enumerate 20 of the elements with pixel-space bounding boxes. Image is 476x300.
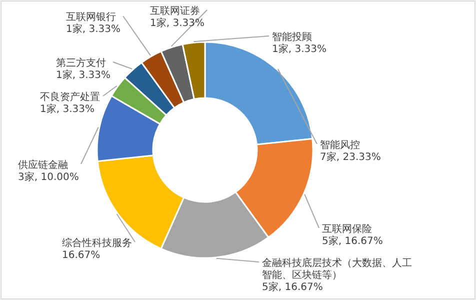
slice-label: 第三方支付 <box>56 57 106 69</box>
slice-label: 金融科技底层技术（大数据、人工智能、区块链等） <box>262 257 412 281</box>
data-label: 3家, 10.00% <box>18 171 79 183</box>
data-label: 1家, 3.33% <box>40 103 94 115</box>
slice-label: 互联网银行 <box>66 11 116 23</box>
slice-label: 综合性科技服务 <box>62 237 132 249</box>
slice-label: 智能投顾 <box>272 31 312 43</box>
data-label: 1家, 3.33% <box>272 43 326 55</box>
data-label: 1家, 3.33% <box>150 17 204 29</box>
slice-label: 供应链金融 <box>18 159 68 171</box>
data-label: 5家, 16.67% <box>262 281 323 293</box>
data-label: 1家, 3.33% <box>56 69 110 81</box>
data-label: 16.67% <box>62 250 100 261</box>
slice-label: 不良资产处置 <box>40 91 100 103</box>
slice-label: 互联网保险 <box>322 223 372 235</box>
slice-label: 互联网证券 <box>150 5 200 17</box>
data-label: 1家, 3.33% <box>66 23 120 35</box>
slice-label: 智能风控 <box>320 139 360 151</box>
data-label: 7家, 23.33% <box>320 151 381 163</box>
data-label: 5家, 16.67% <box>322 235 383 247</box>
